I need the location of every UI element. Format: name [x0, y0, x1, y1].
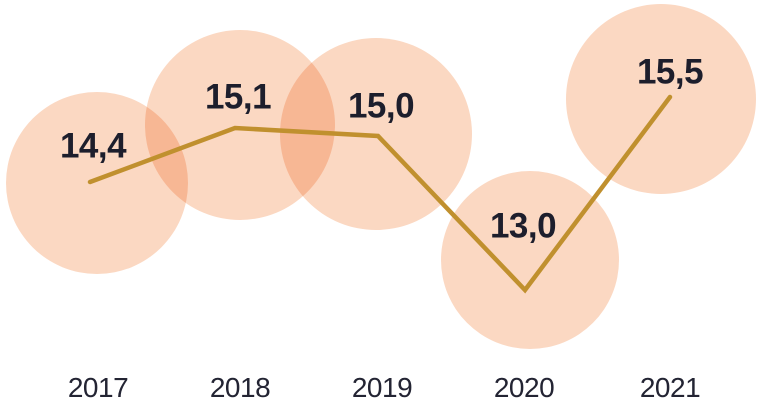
value-label-2018: 15,1 [204, 77, 272, 117]
bubble-2021 [566, 4, 756, 194]
x-tick-label-2018: 2018 [209, 372, 271, 403]
value-label-2021: 15,5 [636, 52, 704, 92]
x-tick-label-2017: 2017 [67, 372, 129, 403]
x-tick-label-2020: 2020 [493, 372, 555, 403]
value-label-2017: 14,4 [59, 126, 127, 166]
x-tick-label-2019: 2019 [351, 372, 413, 403]
bubble-2018 [145, 30, 335, 220]
value-label-2019: 15,0 [347, 86, 415, 126]
bubble-2020 [441, 171, 619, 349]
value-label-2020: 13,0 [489, 206, 557, 246]
x-tick-label-2021: 2021 [639, 372, 701, 403]
bubble-2017 [6, 92, 188, 274]
trend-line [87, 94, 673, 294]
